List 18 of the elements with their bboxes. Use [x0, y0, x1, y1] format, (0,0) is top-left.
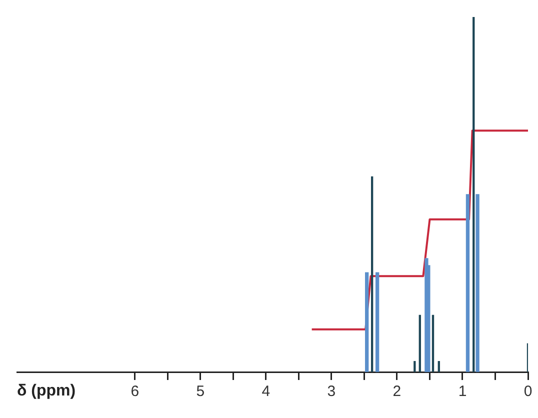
bar	[414, 361, 416, 372]
x-tick-label: 5	[196, 383, 205, 400]
bar	[371, 176, 374, 372]
x-tick-label: 4	[262, 383, 270, 400]
bar	[375, 272, 380, 372]
bar	[472, 17, 475, 372]
x-tick-label: 3	[327, 383, 336, 400]
x-tick-label: 1	[458, 383, 467, 400]
bar	[418, 314, 421, 372]
bar	[432, 314, 434, 372]
bar	[438, 361, 440, 372]
x-axis-title: δ (ppm)	[17, 382, 76, 400]
x-tick-label: 6	[130, 383, 140, 400]
bar	[466, 194, 470, 372]
x-tick-label: 0	[524, 383, 532, 400]
x-tick-label: 2	[392, 383, 402, 400]
bar	[476, 194, 480, 372]
bar	[365, 272, 369, 372]
